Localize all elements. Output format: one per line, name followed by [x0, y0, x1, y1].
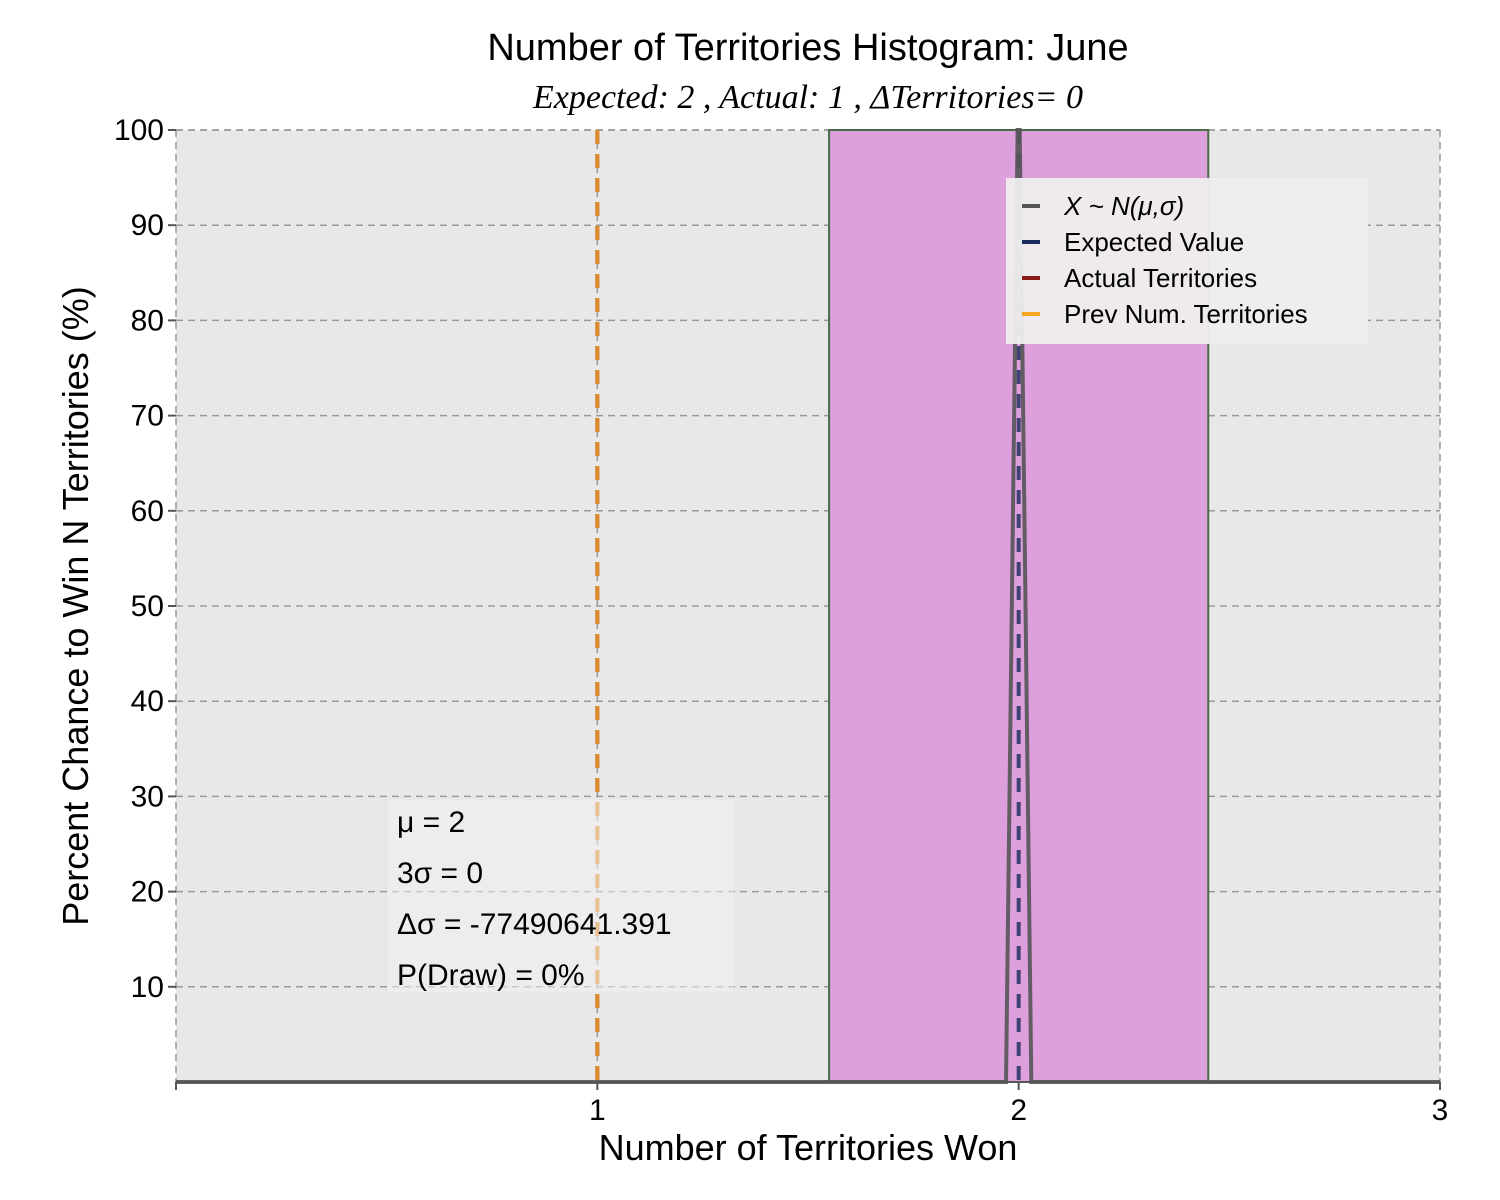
y-tick-label-80: 80: [131, 304, 164, 337]
x-axis-label: Number of Territories Won: [599, 1127, 1018, 1168]
stat-line-3: P(Draw) = 0%: [397, 959, 585, 992]
x-tick-label-1: 1: [589, 1094, 606, 1127]
legend-label-3: Prev Num. Territories: [1064, 299, 1308, 329]
legend: X ~ N(μ,σ) Expected Value Actual Territori…: [1006, 178, 1368, 344]
tick-labels: 1 2 3 10 20 30 40 50 60 70 80 90 100: [114, 114, 1448, 1127]
legend-label-1: Expected Value: [1064, 227, 1244, 257]
y-tick-label-60: 60: [131, 495, 164, 528]
y-tick-label-90: 90: [131, 209, 164, 242]
y-tick-label-70: 70: [131, 400, 164, 433]
y-tick-label-100: 100: [114, 114, 164, 147]
y-tick-label-30: 30: [131, 780, 164, 813]
axes: [168, 129, 1441, 1090]
legend-label-0: X ~ N(μ,σ): [1063, 191, 1184, 221]
stats-box-background: [388, 800, 734, 992]
y-tick-label-50: 50: [131, 590, 164, 623]
y-axis-label: Percent Chance to Win N Territories (%): [55, 286, 96, 926]
stats-box: μ = 2 3σ = 0 Δσ = -77490641.391 P(Draw) = 0…: [388, 800, 734, 992]
x-tick-label-2: 2: [1010, 1094, 1027, 1127]
grid-lines: [175, 129, 1441, 1082]
y-tick-label-40: 40: [131, 685, 164, 718]
stat-line-0: μ = 2: [397, 806, 465, 839]
chart-subtitle: Expected: 2 , Actual: 1 , ΔTerritories= …: [532, 79, 1083, 116]
x-tick-label-3: 3: [1432, 1094, 1449, 1127]
legend-background: [1006, 178, 1368, 344]
y-tick-label-10: 10: [131, 971, 164, 1004]
legend-label-2: Actual Territories: [1064, 263, 1257, 293]
y-tick-label-20: 20: [131, 876, 164, 909]
stat-line-1: 3σ = 0: [397, 857, 483, 890]
stat-line-2: Δσ = -77490641.391: [397, 908, 672, 941]
chart-title: Number of Territories Histogram: June: [487, 27, 1128, 69]
